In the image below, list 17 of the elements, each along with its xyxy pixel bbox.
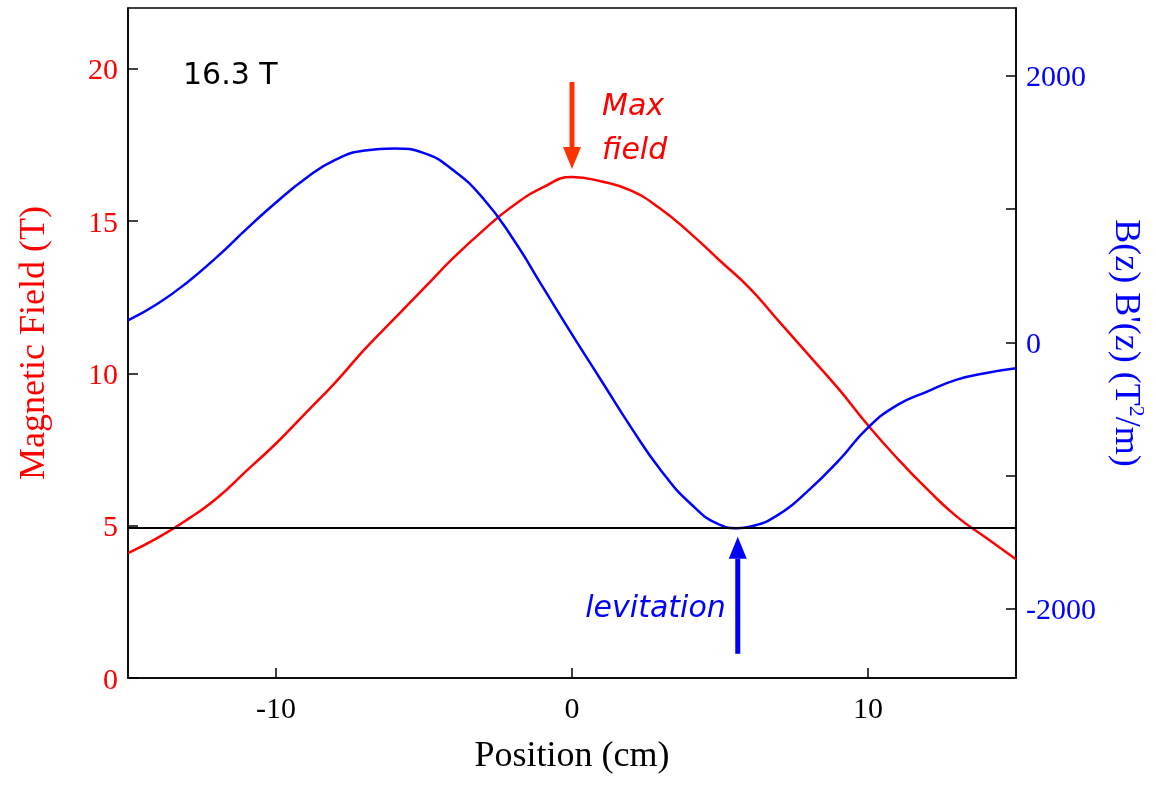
y2-axis-title: B(z) B'(z) (T2/m) — [1108, 219, 1150, 467]
y2-tick-label: 2000 — [1026, 59, 1086, 93]
y2-tick-label: -2000 — [1026, 592, 1096, 626]
x-tick-label: 0 — [564, 690, 580, 724]
y-axis-title: Magnetic Field (T) — [12, 206, 52, 480]
annotation: 16.3 T — [183, 55, 279, 91]
annotation: Max field — [602, 86, 674, 166]
y-tick-label: 10 — [88, 356, 118, 390]
y-tick-label: 0 — [103, 661, 118, 695]
x-tick-label: -10 — [256, 690, 296, 724]
y-tick-label: 15 — [88, 204, 118, 238]
annotation: levitation — [585, 589, 726, 625]
y2-tick-label: 0 — [1026, 325, 1041, 359]
y-tick-label: 5 — [103, 509, 118, 543]
x-tick-label: 10 — [853, 690, 883, 724]
y-tick-label: 20 — [88, 52, 118, 86]
x-axis-title: Position (cm) — [474, 734, 670, 774]
